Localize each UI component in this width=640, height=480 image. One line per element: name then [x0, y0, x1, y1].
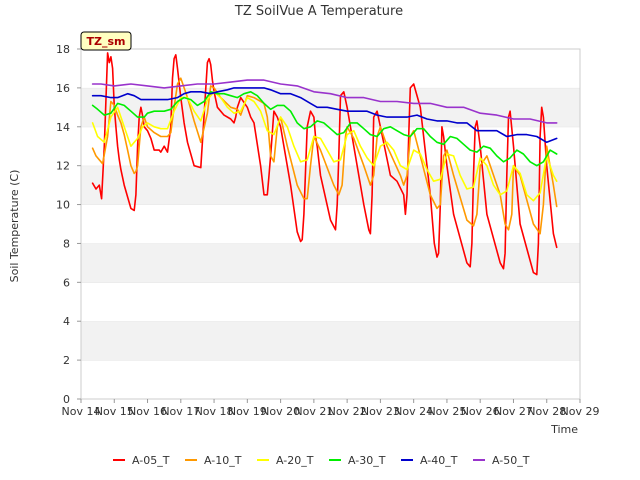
- x-tick-label: Nov 16: [128, 405, 167, 418]
- series-line-a-10-t: [91, 77, 558, 235]
- y-tick-label: 4: [63, 315, 70, 328]
- grid-band: [81, 321, 580, 361]
- x-tick-label: Nov 20: [261, 405, 300, 418]
- y-axis-title: Soil Temperature (C): [8, 170, 21, 283]
- x-tick-label: Nov 14: [62, 405, 101, 418]
- x-tick-label: Nov 23: [361, 405, 400, 418]
- x-tick-label: Nov 17: [161, 405, 200, 418]
- y-tick-label: 10: [56, 199, 70, 212]
- x-tick-label: Nov 19: [228, 405, 267, 418]
- legend-label: A-20_T: [276, 454, 314, 467]
- y-tick-label: 2: [63, 354, 70, 367]
- x-tick-label: Nov 22: [328, 405, 367, 418]
- legend-label: A-10_T: [204, 454, 242, 467]
- grid-band: [81, 282, 580, 322]
- y-tick-label: 14: [56, 121, 70, 134]
- grid-band: [81, 165, 580, 205]
- series-line-a-40-t: [91, 87, 558, 144]
- y-tick-label: 18: [56, 43, 70, 56]
- site-badge-box: [80, 31, 132, 51]
- grid-band: [81, 126, 580, 166]
- x-tick-label: Nov 18: [195, 405, 234, 418]
- x-tick-label: Nov 25: [427, 405, 466, 418]
- grid-band: [81, 49, 580, 88]
- legend-label: A-05_T: [132, 454, 170, 467]
- y-axis-ticks: 0 2 4 6 8 10 12 14 16 18: [56, 43, 81, 406]
- y-tick-label: 12: [56, 160, 70, 173]
- x-tick-label: Nov 26: [461, 405, 500, 418]
- legend: A-05_T A-10_T A-20_T A-30_T A-40_T A-50_T: [113, 454, 530, 467]
- grid-band: [81, 204, 580, 244]
- legend-label: A-30_T: [348, 454, 386, 467]
- x-tick-label: Nov 24: [394, 405, 433, 418]
- series-line-a-20-t: [91, 91, 558, 202]
- x-axis-title: Time: [550, 423, 578, 436]
- y-tick-label: 16: [56, 82, 70, 95]
- chart-title: TZ SoilVue A Temperature: [234, 4, 403, 19]
- y-tick-label: 8: [63, 237, 70, 250]
- y-tick-label: 0: [63, 393, 70, 406]
- series-line-a-05-t: [91, 52, 558, 276]
- x-tick-label: Nov 28: [527, 405, 566, 418]
- site-badge: TZ_sm: [80, 31, 132, 51]
- series-line-a-30-t: [91, 91, 558, 167]
- x-tick-label: Nov 21: [294, 405, 333, 418]
- x-tick-label: Nov 29: [561, 405, 600, 418]
- legend-label: A-50_T: [492, 454, 530, 467]
- x-tick-label: Nov 27: [494, 405, 533, 418]
- plot-area: [80, 48, 581, 400]
- series-lines: [91, 52, 558, 276]
- grid-band: [81, 360, 580, 399]
- series-line-a-50-t: [91, 79, 558, 124]
- site-badge-label: TZ_sm: [87, 35, 126, 48]
- legend-label: A-40_T: [420, 454, 458, 467]
- y-tick-label: 6: [63, 276, 70, 289]
- x-tick-label: Nov 15: [95, 405, 134, 418]
